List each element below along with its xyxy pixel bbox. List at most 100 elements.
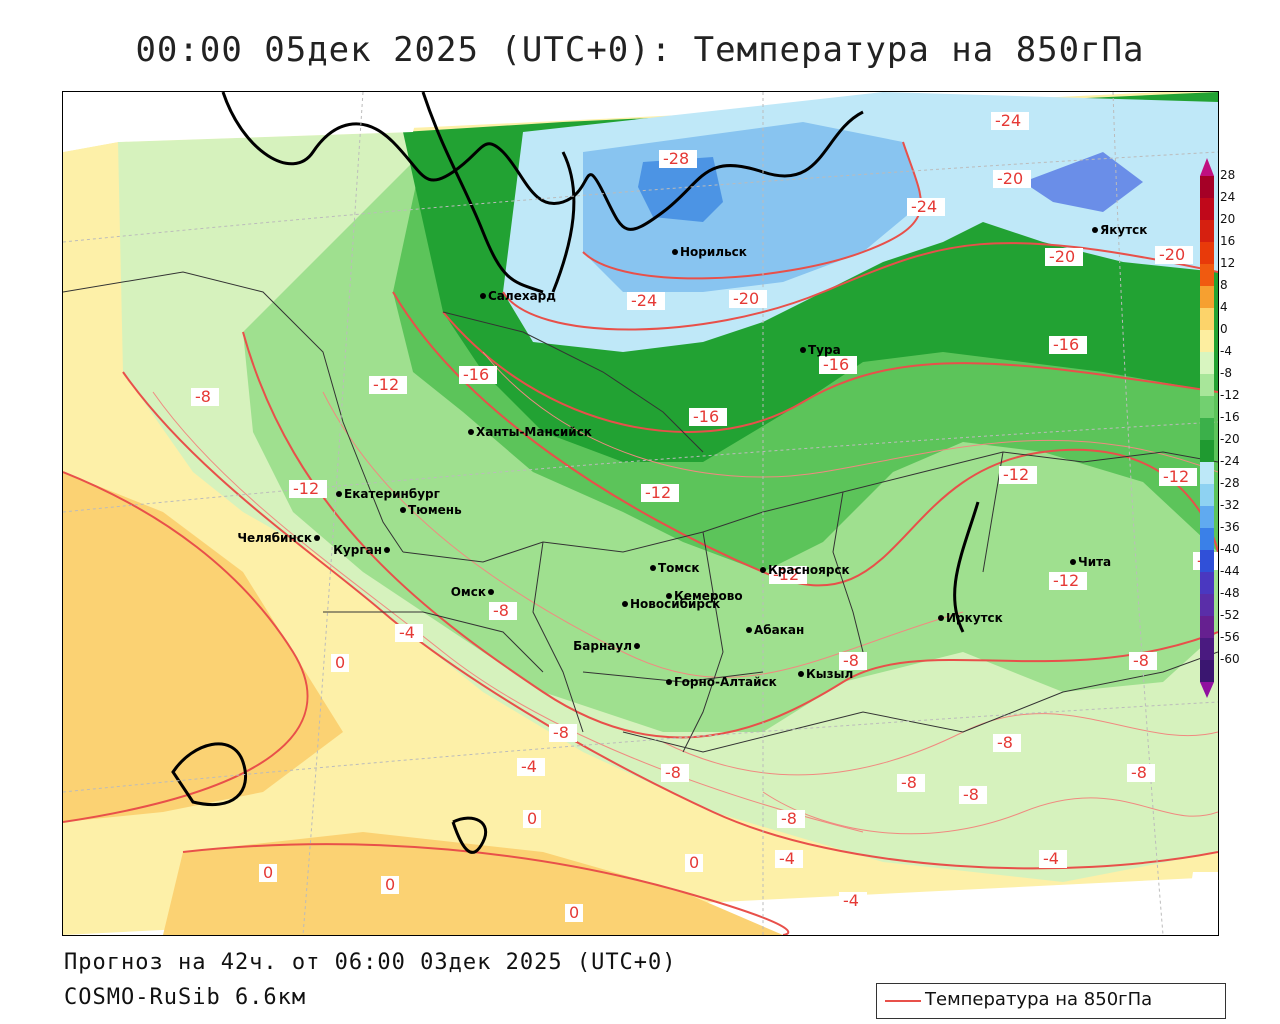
isotherm-label: -16: [823, 355, 849, 374]
colorbar-swatch: [1200, 330, 1214, 352]
field-purple: [1023, 152, 1143, 212]
legend-line-swatch: [885, 1000, 921, 1002]
city-label: Барнаул: [573, 639, 632, 653]
city-label: Абакан: [754, 623, 804, 637]
colorbar-tick-label: -36: [1220, 520, 1240, 534]
isotherm-label: -24: [911, 197, 937, 216]
isotherm-label: 0: [385, 875, 395, 894]
city-label: Челябинск: [237, 531, 312, 545]
isotherm-label-bg: [689, 408, 727, 426]
domain-mask-top: [118, 92, 423, 142]
isotherm-label-bg: [1049, 572, 1087, 590]
colorbar-swatch: [1200, 528, 1214, 550]
coastline: [171, 92, 980, 854]
city-marker-dot: [314, 535, 320, 541]
field-orange-s: [163, 832, 783, 935]
city-label: Екатеринбург: [344, 487, 440, 501]
isotherm-label-bg: [1129, 652, 1157, 670]
city-marker-dot: [622, 601, 628, 607]
city-markers: Норильск Салехард Тура Якутск Ханты-Мансийск…: [237, 223, 1147, 689]
colorbar-swatches: [1200, 158, 1214, 698]
isotherm-label-bg: [565, 904, 583, 922]
isotherm-label-bg: [839, 892, 867, 910]
colorbar-swatch: [1200, 308, 1214, 330]
isotherm-label-bg: [489, 602, 517, 620]
isotherm-label-bg: [819, 356, 857, 374]
isotherm-label-bg: [999, 466, 1037, 484]
city-marker-dot: [336, 491, 342, 497]
city-marker-dot: [666, 593, 672, 599]
colorbar-swatch: [1200, 374, 1214, 396]
isotherm-label: -4: [399, 623, 415, 642]
isotherm-label-bg: [907, 198, 945, 216]
colorbar-swatch: [1200, 506, 1214, 528]
isotherm-label: -16: [693, 407, 719, 426]
isotherm-label-bg: [659, 150, 697, 168]
city-label: Кемерово: [674, 589, 743, 603]
map-canvas: -28 -24 -24 -24 -20 -20 -20 -20 -16 -16 -16 -16 -12 -…: [63, 92, 1218, 935]
isotherm-label: 0: [335, 653, 345, 672]
city-label: Якутск: [1100, 223, 1147, 237]
colorbar-swatch: [1200, 396, 1214, 418]
city-marker-dot: [800, 347, 806, 353]
isotherm-label: -8: [901, 773, 917, 792]
isotherm-label-bg: [1039, 850, 1067, 868]
city-marker-dot: [760, 567, 766, 573]
graticule: [63, 92, 1218, 935]
colorbar-swatch: [1200, 462, 1214, 484]
colorbar-tick-label: -40: [1220, 542, 1240, 556]
isotherm-label: -12: [773, 565, 799, 584]
colorbar-bottom-arrow: [1200, 682, 1214, 698]
colorbar-swatch: [1200, 616, 1214, 638]
colorbar-tick-label: 24: [1220, 190, 1236, 204]
isotherm-label: -8: [963, 785, 979, 804]
isotherm-label: -28: [663, 149, 689, 168]
isotherm-label: -8: [781, 809, 797, 828]
colorbar-tick-label: -4: [1220, 344, 1232, 358]
city-marker-dot: [400, 507, 406, 513]
city-label: Тюмень: [408, 503, 462, 517]
colorbar-top-arrow: [1200, 158, 1214, 176]
colorbar-swatch: [1200, 440, 1214, 462]
city-marker-dot: [488, 589, 494, 595]
isotherm-label: -20: [733, 289, 759, 308]
isotherm-label: -8: [843, 651, 859, 670]
domain-mask-left: [63, 92, 183, 152]
colorbar-swatch: [1200, 198, 1214, 220]
isotherm-label: -8: [195, 387, 211, 406]
city-label: Кызыл: [806, 667, 853, 681]
isotherm-label: -12: [373, 375, 399, 394]
isotherm-label-bg: [459, 366, 497, 384]
city-label: Ханты-Мансийск: [476, 425, 592, 439]
city-label: Тура: [808, 343, 841, 357]
isotherm-label: -12: [1163, 467, 1189, 486]
isotherm-label-bg: [897, 774, 925, 792]
city-label: Красноярск: [768, 563, 850, 577]
colorbar-swatch: [1200, 572, 1214, 594]
colorbar-tick-label: -52: [1220, 608, 1240, 622]
colorbar-swatch: [1200, 594, 1214, 616]
colorbar-tick-label: 4: [1220, 300, 1228, 314]
colorbar-tick-label: -20: [1220, 432, 1240, 446]
colorbar-swatch: [1200, 638, 1214, 660]
isotherm-label-bg: [769, 566, 807, 584]
colorbar-tick-label: 12: [1220, 256, 1236, 270]
isotherm-label-bg: [685, 854, 703, 872]
isotherm-label: -4: [779, 849, 795, 868]
isotherm-label: -8: [997, 733, 1013, 752]
isotherm-label-bg: [777, 810, 805, 828]
city-label: Томск: [658, 561, 700, 575]
colorbar-swatch: [1200, 352, 1214, 374]
isotherm-label: -24: [995, 111, 1021, 130]
isotherm-label-bg: [369, 376, 407, 394]
city-marker-dot: [634, 643, 640, 649]
isotherm-label: 0: [569, 903, 579, 922]
isotherm-label: -12: [293, 479, 319, 498]
isotherm-label-bg: [259, 864, 277, 882]
isotherm-label-bg: [395, 624, 423, 642]
city-marker-dot: [798, 671, 804, 677]
isotherm-label: -8: [553, 723, 569, 742]
isotherm-label: -20: [997, 169, 1023, 188]
city-marker-dot: [672, 249, 678, 255]
colorbar-tick-label: -24: [1220, 454, 1240, 468]
